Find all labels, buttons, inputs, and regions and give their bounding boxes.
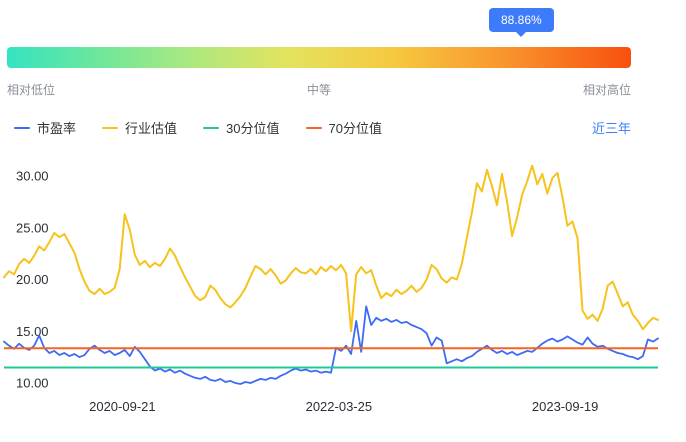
industry-valuation-line-icon (102, 126, 119, 129)
legend-label: 市盈率 (37, 121, 77, 136)
time-range-link[interactable]: 近三年 (591, 121, 631, 136)
pe-ratio-line (3, 305, 659, 385)
percentile-tooltip: 88.86% (489, 8, 554, 37)
y-axis-tick-label: 25.00 (16, 220, 49, 235)
y-axis-tick-label: 10.00 (16, 376, 49, 391)
y-axis-tick-label: 20.00 (16, 272, 49, 287)
valuation-line-chart[interactable]: 10.00 15.00 20.00 25.00 30.00 2020-09-21 2022-… (0, 148, 686, 428)
legend-item-industry-valuation[interactable]: 行业估值 (102, 118, 177, 137)
gradient-scale-labels: 相对低位 中等 相对高位 (7, 81, 631, 98)
legend-item-p30[interactable]: 30分位值 (203, 118, 280, 137)
scale-label-mid: 中等 (306, 83, 331, 97)
legend-item-p70[interactable]: 70分位值 (305, 118, 382, 137)
percentile-value: 88.86% (501, 13, 542, 27)
chart-legend: 市盈率 行业估值 30分位值 70分位值 (14, 118, 382, 137)
y-axis-tick-label: 30.00 (16, 169, 49, 184)
p30-line-icon (203, 126, 220, 129)
scale-label-high: 相对高位 (582, 83, 631, 97)
y-axis-tick-label: 15.00 (16, 324, 49, 339)
tooltip-pointer-icon (515, 31, 528, 37)
x-axis-tick-label: 2020-09-21 (89, 399, 156, 414)
industry-valuation-line (3, 164, 659, 333)
scale-label-low: 相对低位 (7, 83, 56, 97)
p70-line-icon (305, 126, 322, 129)
legend-item-pe-ratio[interactable]: 市盈率 (14, 118, 76, 137)
legend-label: 行业估值 (125, 121, 178, 136)
legend-label: 30分位值 (226, 121, 280, 136)
pe-ratio-line-icon (14, 126, 30, 129)
legend-label: 70分位值 (328, 121, 382, 136)
percentile-gradient-bar (7, 47, 631, 68)
x-axis-tick-label: 2022-03-25 (306, 399, 373, 414)
x-axis-tick-label: 2023-09-19 (532, 399, 599, 414)
